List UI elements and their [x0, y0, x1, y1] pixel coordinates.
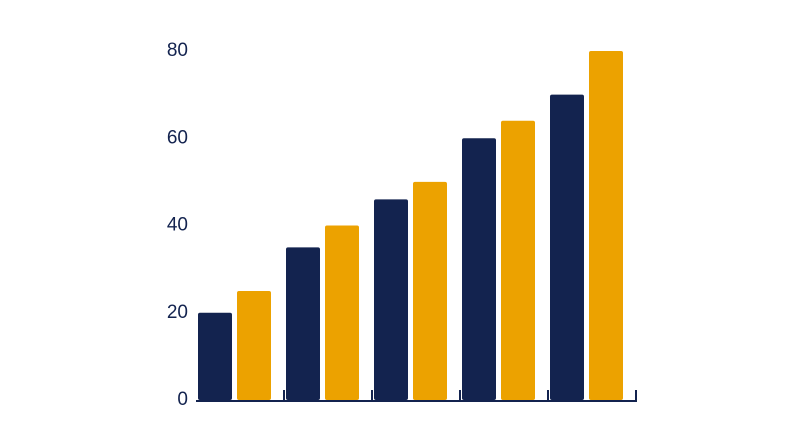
y-tick-label: 60 [167, 127, 188, 148]
bar [286, 247, 320, 400]
y-tick-label: 80 [167, 40, 188, 61]
y-tick-label: 40 [167, 215, 188, 236]
bar [325, 225, 359, 400]
bar [550, 94, 584, 400]
y-tick-label: 0 [177, 389, 188, 410]
bar [589, 51, 623, 400]
bar [374, 199, 408, 400]
bar [462, 138, 496, 400]
bar [413, 181, 447, 400]
bar [198, 312, 232, 400]
y-tick-label: 20 [167, 302, 188, 323]
bar [501, 120, 535, 401]
bar [237, 290, 271, 400]
